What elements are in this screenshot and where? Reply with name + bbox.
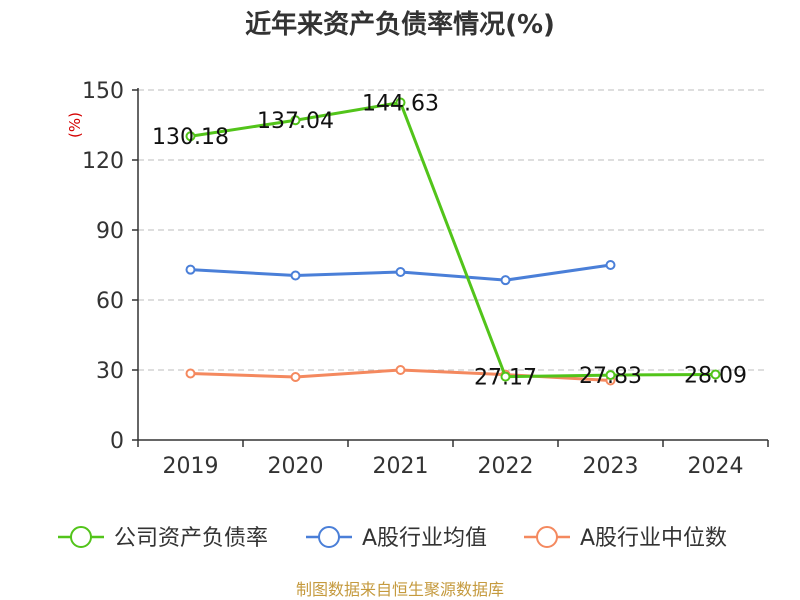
data-point[interactable] [290, 372, 301, 382]
legend-label: A股行业均值 [362, 526, 487, 551]
x-tick-label: 2020 [268, 454, 324, 479]
x-tick-label: 2023 [583, 454, 639, 479]
source-note: 制图数据来自恒生聚源数据库 [296, 580, 504, 599]
data-point[interactable] [395, 97, 406, 108]
series-0 [185, 97, 721, 382]
chart-title: 近年来资产负债率情况(%) [245, 9, 555, 40]
data-label: 137.04 [257, 109, 334, 134]
data-point[interactable] [500, 371, 511, 382]
legend[interactable]: 公司资产负债率 A股行业均值 A股行业中位数 [58, 526, 727, 551]
data-label: 27.83 [579, 364, 642, 389]
x-axis: 2019 2020 2021 2022 2023 2024 [137, 439, 769, 479]
data-point[interactable] [290, 115, 301, 126]
legend-label: 公司资产负债率 [114, 526, 268, 551]
y-tick-label: 30 [96, 359, 124, 384]
data-point[interactable] [290, 270, 301, 281]
data-point[interactable] [395, 365, 406, 375]
data-point[interactable] [710, 369, 721, 380]
y-axis: 0 30 60 90 120 150 [82, 79, 139, 454]
legend-marker [70, 526, 92, 548]
data-point[interactable] [185, 368, 196, 379]
legend-item[interactable]: A股行业中位数 [524, 526, 727, 551]
data-point[interactable] [500, 275, 511, 286]
y-axis-label: (%) [66, 112, 84, 138]
y-tick-label: 60 [96, 289, 124, 314]
y-tick-label: 0 [110, 429, 124, 454]
data-point[interactable] [605, 370, 616, 381]
x-tick-label: 2021 [373, 454, 429, 479]
legend-item[interactable]: A股行业均值 [306, 526, 487, 551]
data-label: 27.17 [474, 366, 537, 391]
legend-marker [536, 526, 558, 548]
data-label: 144.63 [362, 92, 439, 117]
series-line [190, 101, 716, 379]
data-label: 28.09 [684, 363, 747, 388]
series-1 [185, 260, 616, 286]
data-point[interactable] [185, 131, 196, 142]
data-point[interactable] [185, 264, 196, 275]
y-tick-label: 150 [82, 79, 124, 104]
x-tick-label: 2024 [688, 454, 744, 479]
legend-item[interactable]: 公司资产负债率 [58, 526, 268, 551]
y-tick-label: 120 [82, 149, 124, 174]
x-tick-label: 2022 [478, 454, 534, 479]
data-point[interactable] [395, 267, 406, 277]
y-tick-label: 90 [96, 219, 124, 244]
x-tick-label: 2019 [163, 454, 219, 479]
data-point[interactable] [605, 260, 616, 270]
legend-label: A股行业中位数 [580, 526, 727, 551]
data-label: 130.18 [152, 125, 229, 150]
data-labels: 130.18 137.04 144.63 27.17 27.83 28.09 [152, 92, 747, 391]
grid-lines [138, 89, 768, 371]
legend-marker [318, 526, 340, 548]
series-layer [185, 97, 721, 386]
